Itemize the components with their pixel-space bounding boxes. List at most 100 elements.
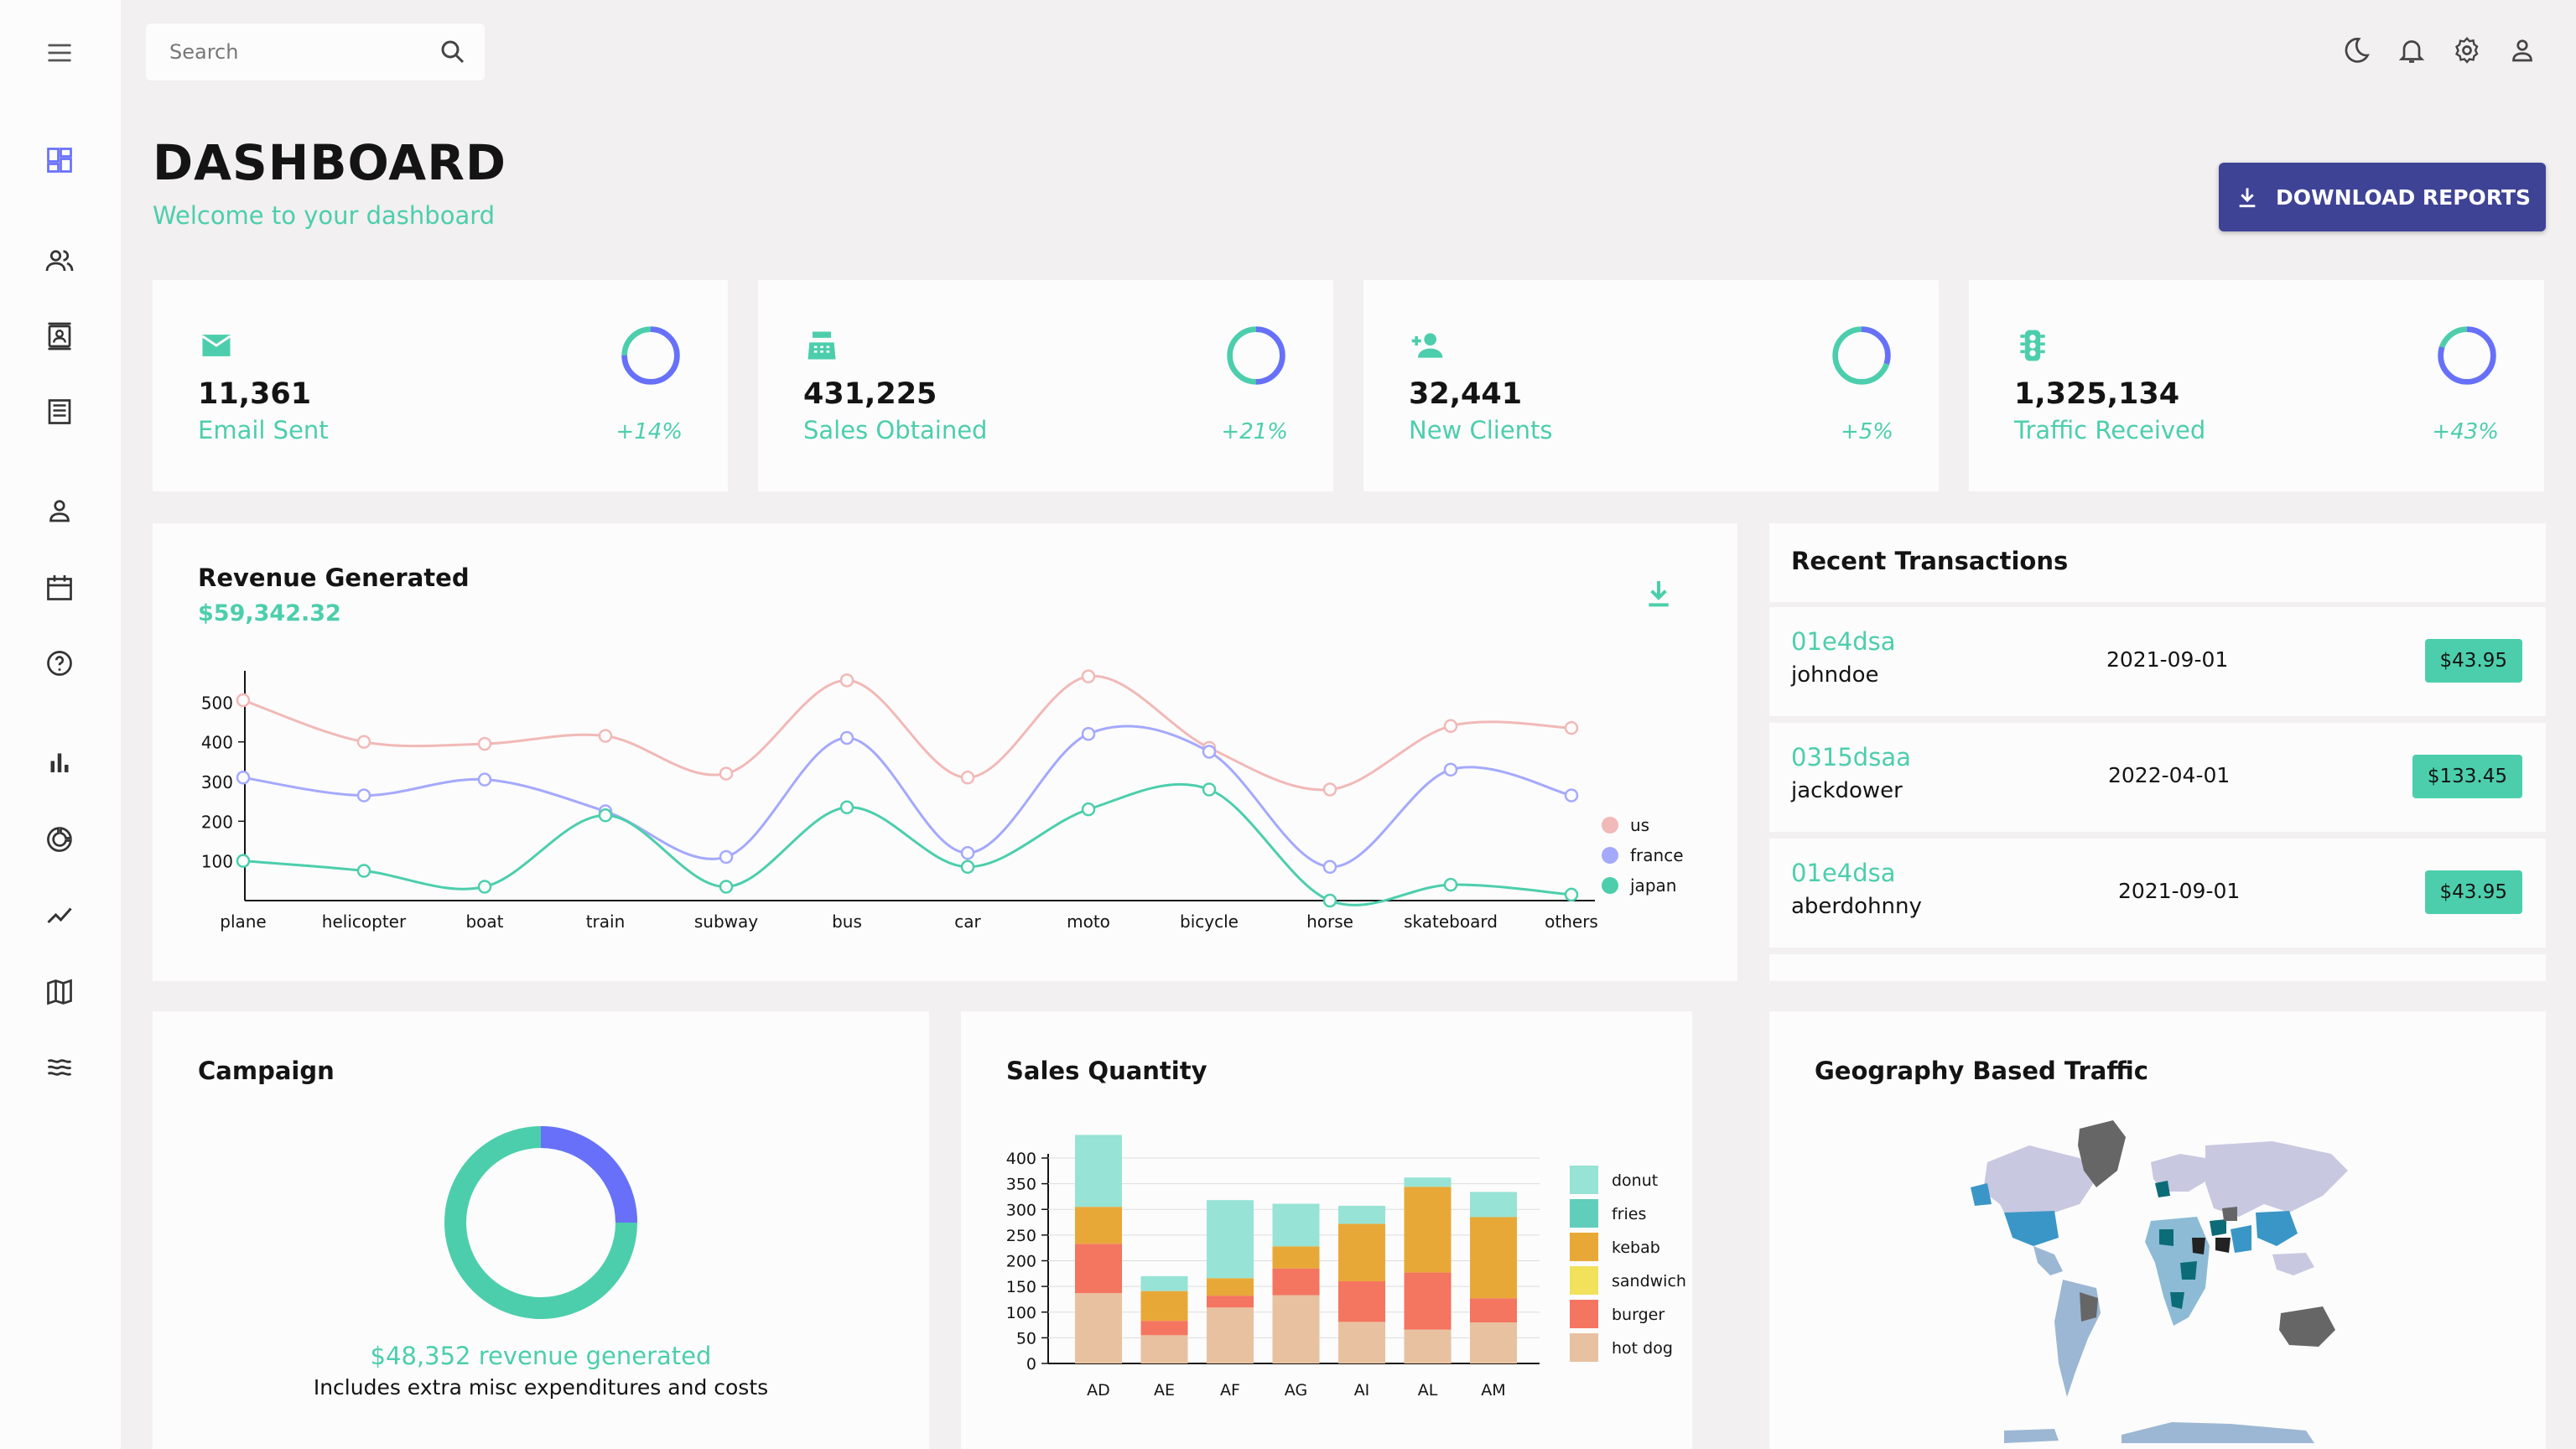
transaction-cost: $133.45 [2412,755,2522,798]
bar-segment-kebab[interactable] [1207,1278,1254,1296]
data-point[interactable] [839,673,854,688]
data-point[interactable] [1202,782,1217,797]
map-region [2231,1225,2251,1253]
bar-segment-donut[interactable] [1470,1192,1517,1218]
y-tick-label: 150 [1006,1278,1036,1296]
bar-segment-kebab[interactable] [1338,1223,1385,1281]
bar-segment-kebab[interactable] [1140,1291,1188,1322]
data-point[interactable] [1322,893,1337,908]
data-point[interactable] [1322,782,1337,797]
data-point[interactable] [960,771,975,785]
bar-segment-hot-dog[interactable] [1075,1293,1122,1363]
x-tick-label: plane [220,911,267,932]
data-point[interactable] [719,880,734,894]
bar-segment-donut[interactable] [1075,1135,1122,1208]
transaction-row: 01e4dsa johndoe 2021-09-01 $43.95 [1769,607,2546,716]
search-icon[interactable] [438,37,468,67]
contacts-icon[interactable] [42,319,77,354]
data-point[interactable] [598,808,613,823]
download-reports-label: DOWNLOAD REPORTS [2275,184,2532,210]
data-point[interactable] [839,730,854,745]
data-point[interactable] [477,772,492,787]
bar-segment-kebab[interactable] [1404,1187,1452,1273]
settings-icon[interactable] [2452,35,2482,65]
bar-segment-burger[interactable] [1207,1296,1254,1308]
world-map[interactable] [1954,1112,2373,1447]
bar-segment-hot-dog[interactable] [1140,1335,1188,1363]
bar-segment-donut[interactable] [1207,1200,1254,1279]
dashboard-icon[interactable] [42,143,77,178]
data-point[interactable] [1564,887,1579,902]
dark-mode-icon[interactable] [2341,35,2371,65]
x-tick-label: skateboard [1404,911,1498,932]
data-point[interactable] [598,729,613,743]
bar-segment-hot-dog[interactable] [1470,1322,1517,1363]
map-region [2192,1238,2205,1254]
bar-segment-donut[interactable] [1272,1203,1320,1247]
data-point[interactable] [477,736,492,751]
x-tick-label: AF [1220,1381,1240,1400]
data-point[interactable] [356,735,371,749]
line-chart-icon[interactable] [42,897,77,932]
bar-segment-kebab[interactable] [1272,1246,1320,1269]
calendar-icon[interactable] [42,570,77,605]
bar-segment-hot-dog[interactable] [1404,1329,1452,1363]
bar-segment-donut[interactable] [1338,1205,1385,1224]
bar-segment-kebab[interactable] [1075,1207,1122,1244]
menu-icon[interactable] [42,35,77,70]
data-point[interactable] [1202,745,1217,759]
data-point[interactable] [960,860,975,875]
pie-chart-icon[interactable] [42,822,77,857]
bar-segment-burger[interactable] [1470,1298,1517,1322]
data-point[interactable] [477,880,492,894]
x-tick-label: others [1545,911,1598,932]
bar-chart-icon[interactable] [42,745,77,780]
data-point[interactable] [1081,669,1096,683]
data-point[interactable] [960,845,975,860]
map-region [2170,1292,2184,1309]
waves-icon[interactable] [42,1050,77,1085]
bar-segment-burger[interactable] [1272,1268,1320,1296]
search-input[interactable] [168,35,419,69]
data-point[interactable] [1443,877,1458,892]
data-point[interactable] [1443,719,1458,734]
revenue-line-chart: 100 200 300 400 500 plane helicopter boat train s… [201,669,1684,932]
data-point[interactable] [1443,762,1458,777]
account-icon[interactable] [2507,35,2537,65]
data-point[interactable] [356,864,371,878]
notifications-icon[interactable] [2397,35,2427,65]
profile-icon[interactable] [42,493,77,528]
data-point[interactable] [1081,727,1096,741]
bar-segment-burger[interactable] [1404,1272,1452,1330]
download-reports-button[interactable]: DOWNLOAD REPORTS [2219,163,2546,231]
invoices-icon[interactable] [42,394,77,429]
bar-segment-burger[interactable] [1338,1281,1385,1322]
bar-segment-burger[interactable] [1075,1244,1122,1294]
data-point[interactable] [719,849,734,865]
help-icon[interactable] [42,646,77,681]
transaction-user: aberdohnny [1791,894,1922,919]
data-point[interactable] [356,788,371,802]
data-point[interactable] [839,800,854,815]
download-icon[interactable] [1642,577,1675,610]
data-point[interactable] [1564,788,1579,802]
bar-segment-hot-dog[interactable] [1338,1322,1385,1363]
data-point[interactable] [719,766,734,781]
transaction-row [1769,954,2546,981]
data-point[interactable] [236,854,251,868]
data-point[interactable] [1081,802,1096,817]
data-point[interactable] [1564,720,1579,735]
data-point[interactable] [236,771,251,785]
bar-segment-kebab[interactable] [1470,1217,1517,1299]
data-point[interactable] [236,693,251,708]
team-icon[interactable] [42,243,77,278]
bar-segment-donut[interactable] [1140,1275,1188,1291]
data-point[interactable] [1322,860,1337,875]
bar-segment-hot-dog[interactable] [1272,1295,1320,1363]
bar-segment-hot-dog[interactable] [1207,1307,1254,1363]
ring-progress [444,1126,637,1319]
transaction-cost: $43.95 [2424,639,2522,683]
map-icon[interactable] [42,974,77,1010]
bar-segment-donut[interactable] [1404,1177,1452,1187]
bar-segment-burger[interactable] [1140,1321,1188,1336]
